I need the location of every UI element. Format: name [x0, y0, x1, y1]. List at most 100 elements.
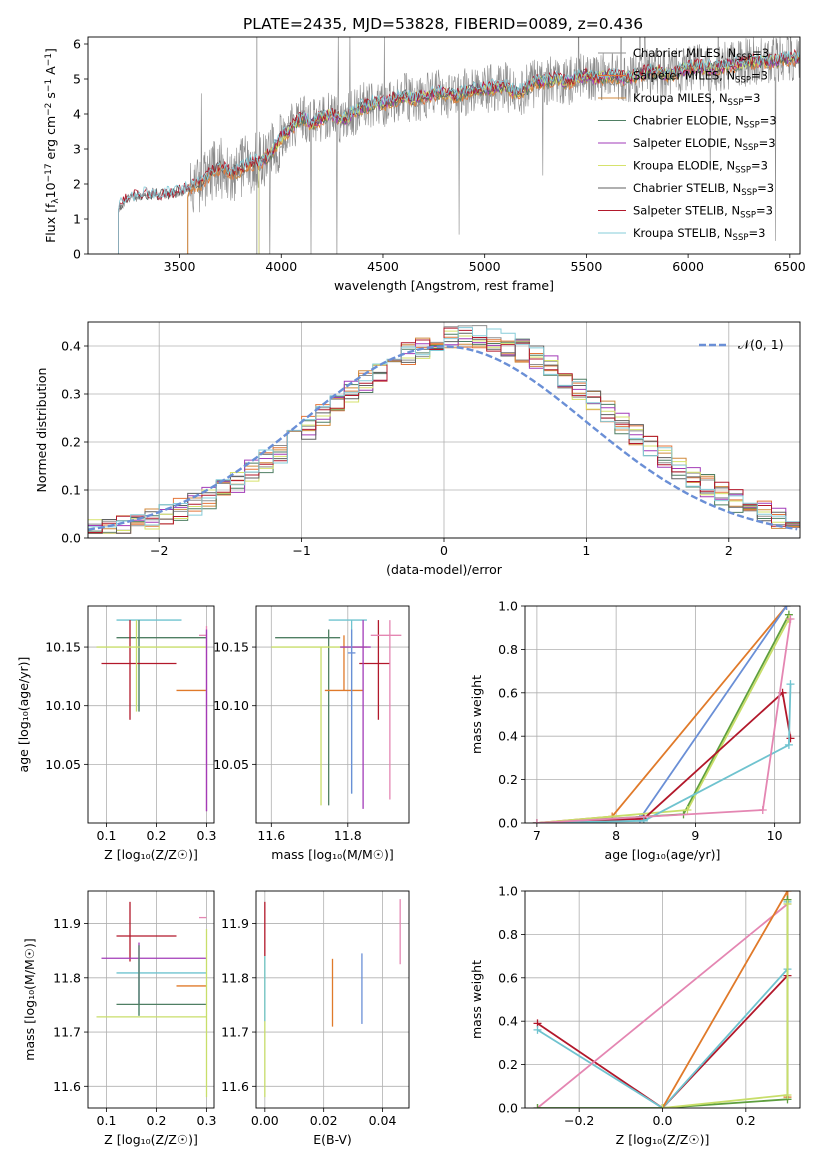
y-axis-label-part: erg cm: [43, 116, 58, 164]
weight-marker: [683, 805, 692, 814]
weight-marker: [782, 606, 791, 610]
y-tick-label: 10.05: [45, 757, 81, 772]
spectrum-panel: 3500 4000 4500 5000 5500 6000 6500 0 1 2 3 4 5 6 wavel…: [43, 36, 806, 294]
legend-label: Salpeter ELODIE, NSSP=3: [633, 136, 776, 153]
x-axis-label: age [log₁₀(age/yr)]: [605, 847, 721, 862]
y-axis-label: Flux [fλ10−17 erg cm−2 s−1 A−1]: [43, 48, 61, 243]
x-tick-label: 5500: [570, 259, 602, 274]
x-tick-label: 6000: [672, 259, 704, 274]
mass-vs-ebv-panel: 0.00 0.02 0.04 11.6 11.7 11.8 11.9 E(B-V): [221, 890, 410, 1147]
legend-label-text: Chabrier STELIB, N: [633, 181, 741, 195]
y-tick-label: 0: [73, 247, 81, 262]
axes-frame: [524, 890, 801, 1109]
errorbar-point: [116, 619, 182, 712]
gaussian-reference: [88, 345, 798, 531]
y-axis-label-part: Flux [f: [43, 203, 58, 243]
x-tick-label: 0.02: [310, 1113, 338, 1128]
weight-marker: [533, 1025, 542, 1034]
axes: 11.6 11.8 10.05 10.10 10.15 mass [log₁₀(M/M☉)…: [213, 605, 410, 862]
x-tick-label: 11.8: [334, 828, 362, 843]
weight-series-line: [536, 606, 788, 823]
weight-marker: [786, 734, 795, 743]
y-tick-label: 5: [73, 72, 81, 87]
axes: 0.1 0.2 0.3 11.6 11.7 11.8 11.9 Z [log₁₀(Z/Z☉)]…: [22, 890, 217, 1147]
y-tick-label: 3: [73, 142, 81, 157]
y-tick-label: 0.6: [498, 970, 518, 985]
errorbar-point: [271, 646, 367, 806]
legend-label-text: Chabrier MILES, N: [633, 46, 736, 60]
y-axis-label-part: s: [43, 92, 58, 103]
errorbar-point: [116, 620, 207, 712]
y-tick-label: 1.0: [498, 599, 518, 614]
legend-label-text: Salpeter ELODIE, N: [633, 136, 743, 150]
weight-marker: [532, 819, 541, 823]
weight-marker: [786, 680, 795, 689]
y-axis-label-part: −1: [44, 53, 54, 66]
legend-label-text: Chabrier ELODIE, N: [633, 114, 744, 128]
legend-label-text: Salpeter MILES, N: [633, 69, 735, 83]
axes-frame: [87, 36, 801, 255]
x-tick-label: 11.6: [257, 828, 285, 843]
grid: [88, 322, 800, 539]
x-axis-label: Z [log₁₀(Z/Z☉)]: [104, 847, 198, 862]
y-tick-label: 0.2: [498, 772, 518, 787]
figure-title: PLATE=2435, MJD=53828, FIBERID=0089, z=0…: [243, 15, 643, 33]
model-line-kroupa_stelib: [118, 50, 800, 254]
y-tick-label: 11.6: [53, 1079, 81, 1094]
errorbar-point: [116, 958, 207, 1016]
y-axis-label: Normed distribution: [34, 368, 49, 493]
legend-label-suffix: =3: [743, 91, 760, 105]
legend-label-text: Kroupa STELIB, N: [633, 226, 733, 240]
axes-frame: [255, 890, 410, 1109]
legend-label: Salpeter STELIB, NSSP=3: [633, 204, 773, 221]
weight-series-line: [536, 606, 788, 823]
axes-frame: [524, 605, 801, 824]
x-tick-label: 0.04: [369, 1113, 397, 1128]
x-tick-label: 10: [767, 828, 783, 843]
y-tick-label: 6: [73, 37, 81, 52]
y-tick-label: 11.8: [53, 970, 81, 985]
y-axis-label-part: −2: [44, 103, 54, 116]
y-axis-label: mass weight: [469, 675, 484, 754]
legend-label-text: Salpeter STELIB, N: [633, 204, 740, 218]
legend-label-suffix: =3: [748, 226, 765, 240]
legend-label-suffix: =3: [751, 69, 768, 83]
x-tick-label: 8: [612, 828, 620, 843]
age-vs-metallicity-panel: 0.1 0.2 0.3 10.05 10.10 10.15 Z [log₁₀(Z/Z☉)] a…: [16, 605, 216, 862]
x-tick-label: 4500: [367, 259, 399, 274]
y-tick-label: 10.10: [213, 698, 249, 713]
weight-marker: [783, 891, 792, 895]
x-tick-label: 0.0: [653, 1113, 673, 1128]
errorbar-point: [199, 625, 208, 812]
weight-marker: [758, 805, 767, 814]
legend-label: Kroupa ELODIE, NSSP=3: [633, 159, 768, 176]
errorbar-point: [324, 635, 364, 692]
axes: 0.1 0.2 0.3 10.05 10.10 10.15 Z [log₁₀(Z/Z☉)] a…: [16, 605, 216, 862]
x-tick-label: 5000: [469, 259, 501, 274]
y-tick-label: 11.9: [53, 916, 81, 931]
legend-label-suffix: =3: [759, 136, 776, 150]
y-tick-label: 11.7: [221, 1025, 249, 1040]
legend-label-suffix: =3: [756, 204, 773, 218]
weight-series-line: [536, 691, 792, 823]
legend: Chabrier MILES, N SSP =3 Salpeter MILES, N S…: [598, 46, 777, 243]
y-axis-label: mass weight: [469, 960, 484, 1039]
y-tick-label: 0.0: [61, 531, 81, 546]
y-tick-label: 4: [73, 107, 81, 122]
legend-label: Kroupa MILES, NSSP=3: [633, 91, 760, 108]
y-tick-label: 0.2: [498, 1057, 518, 1072]
errorbar-point: [96, 620, 207, 712]
legend-label-text: Kroupa ELODIE, N: [633, 159, 735, 173]
x-axis-label: mass [log₁₀(M/M☉)]: [271, 847, 393, 862]
x-tick-label: −2: [150, 543, 168, 558]
x-tick-label: 0.3: [197, 1113, 217, 1128]
x-tick-label: 0.00: [251, 1113, 279, 1128]
x-axis-label: wavelength [Angstrom, rest frame]: [334, 278, 554, 293]
weight-series-line: [661, 891, 789, 1108]
grid: [256, 606, 409, 823]
weight-series-line: [536, 903, 789, 1108]
legend-label: Chabrier ELODIE, NSSP=3: [633, 114, 777, 131]
legend-label-sub: SSP: [741, 188, 757, 198]
grid: [525, 890, 800, 1109]
y-tick-label: 11.8: [221, 970, 249, 985]
